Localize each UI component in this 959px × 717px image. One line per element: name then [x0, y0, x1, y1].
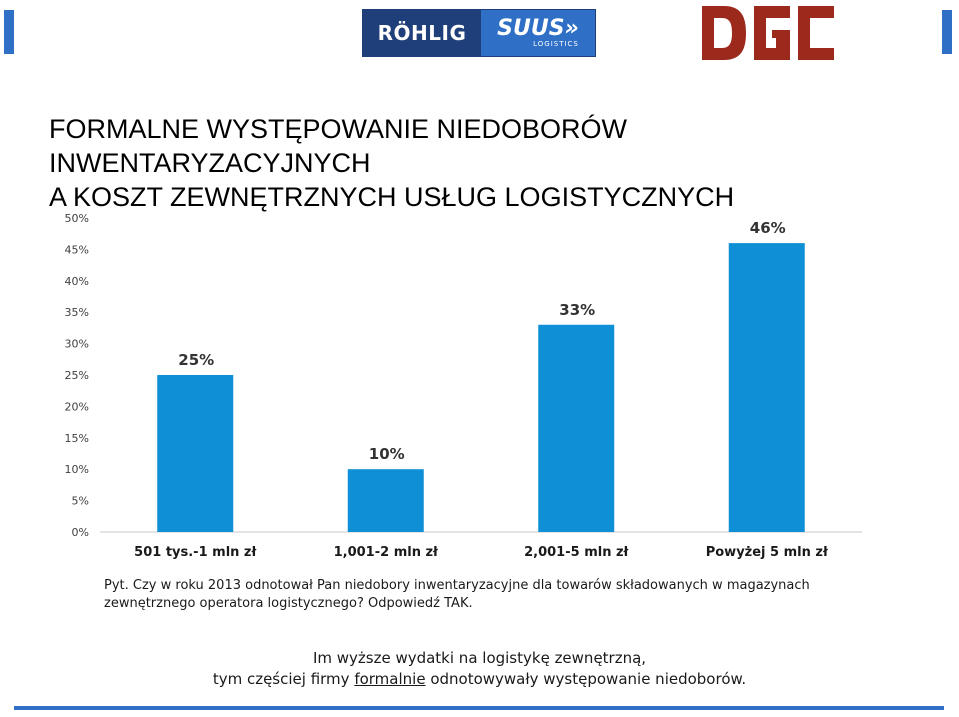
- dgc-letter-g: [754, 6, 790, 60]
- title-line-1: FORMALNE WYSTĘPOWANIE NIEDOBORÓW: [49, 114, 628, 144]
- suus-logo-block: SUUS» LOGISTICS: [481, 10, 595, 56]
- bar: [347, 469, 424, 532]
- y-tick-label: 30%: [65, 338, 89, 351]
- y-tick-label: 20%: [65, 400, 89, 413]
- y-tick-label: 0%: [72, 526, 89, 539]
- title-line-3: A KOSZT ZEWNĘTRZNYCH USŁUG LOGISTYCZNYCH: [49, 182, 735, 212]
- rohlig-logo-text: RÖHLIG: [363, 10, 481, 56]
- suus-logo-subtext: LOGISTICS: [533, 40, 579, 48]
- y-tick-label: 45%: [65, 243, 89, 256]
- y-tick-label: 40%: [65, 275, 89, 288]
- conclusion-underlined-word: formalnie: [354, 670, 426, 688]
- conclusion-text: Im wyższe wydatki na logistykę zewnętrzn…: [0, 648, 959, 690]
- y-tick-label: 15%: [65, 432, 89, 445]
- conclusion-line-2-start: tym częściej firmy: [212, 670, 355, 688]
- bottom-accent-line: [14, 706, 944, 710]
- conclusion-line-2-end: odnotowywały występowanie niedoborów.: [425, 670, 747, 688]
- category-label: 501 tys.-1 mln zł: [134, 545, 257, 560]
- title-line-2: INWENTARYZACYJNYCH: [49, 148, 371, 178]
- y-tick-label: 25%: [65, 369, 89, 382]
- bar-value-label: 25%: [178, 351, 214, 369]
- suus-logo-text: SUUS»: [497, 16, 579, 41]
- bar: [728, 243, 805, 532]
- y-tick-label: 35%: [65, 306, 89, 319]
- category-label: 1,001-2 mln zł: [334, 545, 439, 560]
- y-tick-label: 50%: [65, 212, 89, 225]
- category-label: Powyżej 5 mln zł: [706, 545, 829, 560]
- conclusion-line-1: Im wyższe wydatki na logistykę zewnętrzn…: [312, 649, 647, 667]
- page-title: FORMALNE WYSTĘPOWANIE NIEDOBORÓW INWENTA…: [49, 112, 734, 214]
- bar-value-label: 33%: [559, 301, 595, 319]
- category-labels: 501 tys.-1 mln zł 1,001-2 mln zł 2,001-5 m…: [134, 545, 829, 560]
- right-accent-bar: [942, 10, 952, 54]
- survey-question: Pyt. Czy w roku 2013 odnotował Pan niedo…: [104, 578, 810, 611]
- y-tick-label: 5%: [72, 495, 89, 508]
- bars: [157, 243, 805, 532]
- rohlig-suus-logo: RÖHLIG SUUS» LOGISTICS: [362, 9, 596, 57]
- bar-value-label: 10%: [369, 445, 405, 463]
- dgc-logo: [702, 6, 834, 60]
- dgc-letter-d: [702, 6, 746, 60]
- left-accent-bar: [4, 10, 14, 54]
- category-label: 2,001-5 mln zł: [524, 545, 629, 560]
- conclusion-line-2: tym częściej firmy formalnie odnotowywał…: [0, 669, 959, 690]
- bar: [538, 324, 615, 532]
- bar: [157, 375, 234, 532]
- y-axis: 0% 5% 10% 15% 20% 25% 30% 35% 40% 45% 50%: [65, 212, 89, 539]
- value-labels: 25% 10% 33% 46%: [178, 219, 785, 463]
- bar-value-label: 46%: [750, 219, 786, 237]
- y-tick-label: 10%: [65, 463, 89, 476]
- dgc-letter-c: [798, 6, 834, 60]
